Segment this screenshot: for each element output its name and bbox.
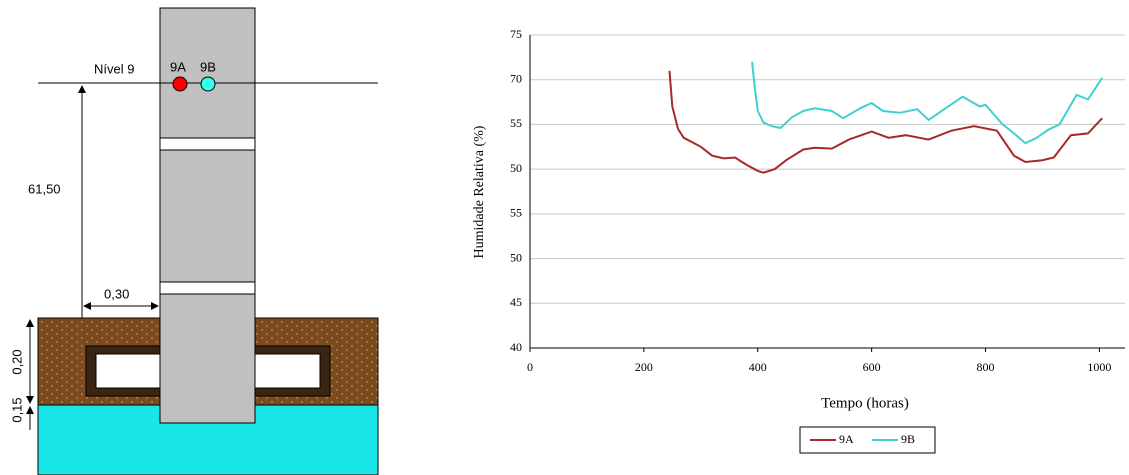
x-tick-label: 0 [527,360,533,374]
dimension-label: 0,15 [9,397,24,422]
y-tick-label: 70 [510,71,522,85]
x-tick-label: 200 [635,360,653,374]
x-axis-label: Tempo (horas) [821,395,909,411]
x-tick-label: 400 [749,360,767,374]
y-tick-label: 55 [510,116,522,130]
y-tick-label: 40 [510,340,522,354]
chart: Tempo (horas) Humidade Relativa (%) 40 45… [472,27,1125,454]
y-axis-label: Humidade Relativa (%) [472,125,487,258]
sensor-label: 9A [170,59,186,74]
series-line [668,70,1103,174]
x-tick-label: 800 [977,360,995,374]
sensor-9b [200,76,216,92]
dimension-label: 0,30 [104,286,129,301]
diagram: Nível 9 9A 9B 61,50 0,30 0,20 0,15 [9,7,379,475]
y-tick-label: 55 [510,206,522,220]
y-tick-label: 50 [510,250,522,264]
y-tick-label: 45 [510,295,522,309]
sensor-9a [172,76,188,92]
dimension-label: 0,20 [9,349,24,374]
legend-label: 9A [839,432,854,446]
level-label: Nível 9 [94,61,134,76]
dimension-label: 61,50 [28,181,61,196]
y-tick-label: 50 [510,161,522,175]
sensor-label: 9B [200,59,216,74]
x-tick-label: 600 [863,360,881,374]
joint [159,137,256,151]
joint [159,281,256,295]
x-tick-label: 1000 [1087,360,1111,374]
legend-label: 9B [901,432,915,446]
y-tick-label: 75 [510,27,522,41]
series-line [751,61,1104,145]
